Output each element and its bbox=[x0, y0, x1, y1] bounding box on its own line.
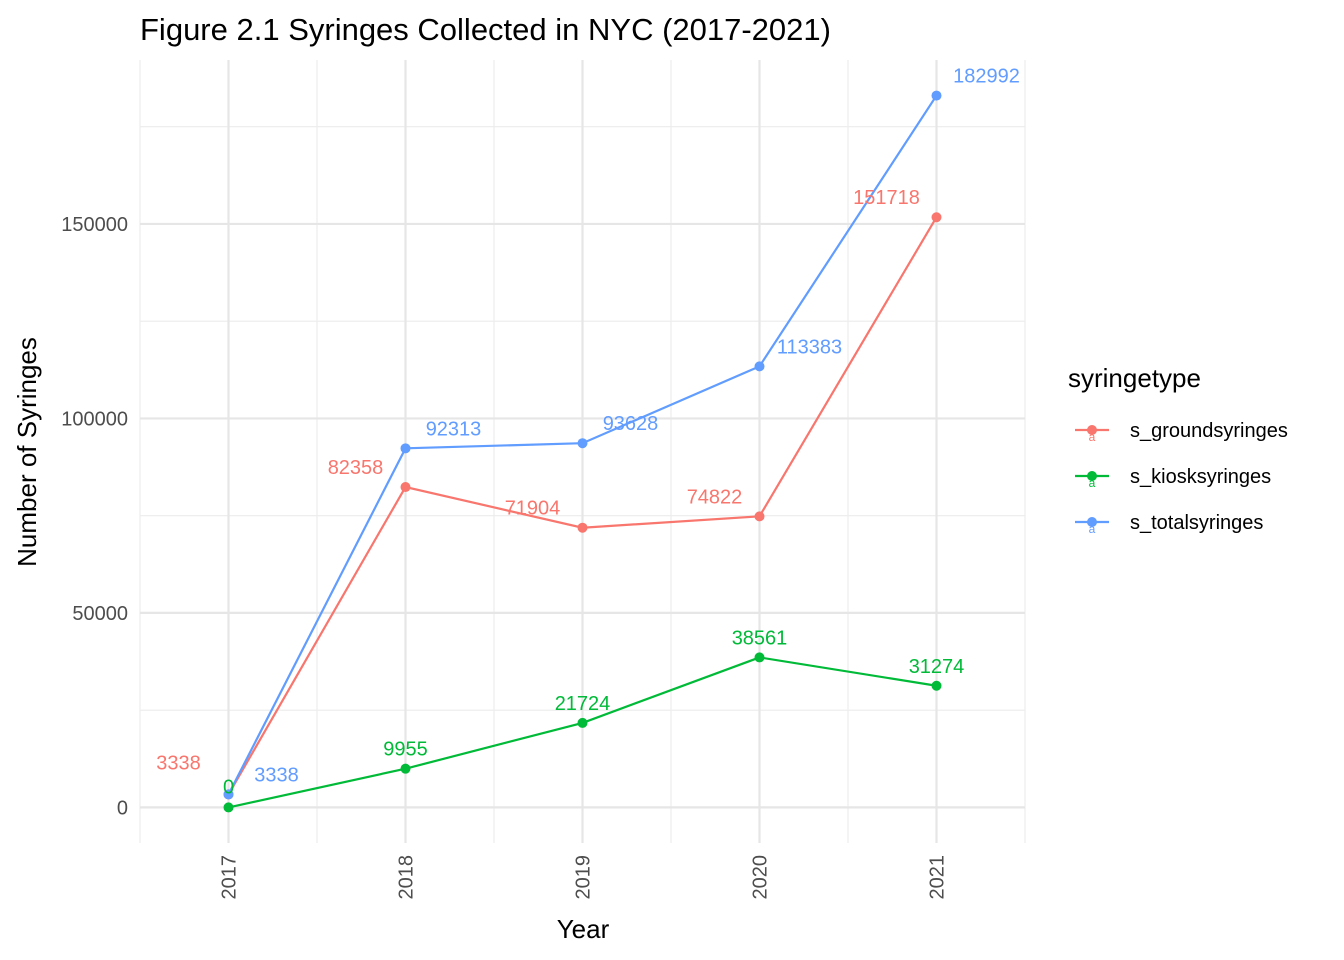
y-tick-label: 0 bbox=[117, 797, 128, 819]
data-label: 151718 bbox=[853, 187, 920, 209]
data-point bbox=[577, 522, 588, 533]
y-tick-label: 50000 bbox=[72, 603, 128, 625]
data-point bbox=[400, 482, 411, 493]
x-tick-label: 2017 bbox=[219, 855, 241, 900]
legend-key-point bbox=[1087, 517, 1097, 527]
data-point bbox=[577, 438, 588, 449]
y-axis-tick-labels: 0 50000 100000 150000 bbox=[61, 214, 128, 819]
data-label: 92313 bbox=[426, 418, 482, 440]
data-point bbox=[754, 511, 765, 522]
legend-key-point bbox=[1087, 425, 1097, 435]
legend-key-glyph: a bbox=[1089, 522, 1096, 536]
data-point bbox=[931, 680, 942, 691]
legend-item-s_kiosksyringes: a s_kiosksyringes bbox=[1075, 466, 1271, 490]
x-axis-tick-labels: 2017 2018 2019 2020 2021 bbox=[219, 855, 949, 900]
data-label: 0 bbox=[223, 776, 234, 798]
data-point bbox=[754, 361, 765, 372]
data-label: 21724 bbox=[555, 693, 611, 715]
data-label: 9955 bbox=[383, 739, 428, 761]
legend-key-glyph: a bbox=[1089, 476, 1096, 490]
legend-label: s_groundsyringes bbox=[1130, 420, 1288, 442]
x-tick-label: 2020 bbox=[750, 855, 772, 900]
legend-key-point bbox=[1087, 471, 1097, 481]
data-label: 3338 bbox=[254, 764, 299, 786]
data-label: 113383 bbox=[777, 336, 842, 358]
data-point bbox=[577, 717, 588, 728]
data-label: 182992 bbox=[953, 66, 1020, 88]
y-tick-label: 100000 bbox=[61, 408, 128, 430]
data-label: 3338 bbox=[156, 752, 201, 774]
data-label: 93628 bbox=[603, 413, 659, 435]
series-points bbox=[223, 90, 942, 813]
legend-item-s_groundsyringes: a s_groundsyringes bbox=[1075, 420, 1288, 444]
data-labels: 3338 82358 71904 74822 151718 0 9955 21724 38561… bbox=[156, 66, 1020, 799]
data-label: 38561 bbox=[732, 627, 788, 649]
data-point bbox=[223, 789, 234, 800]
data-label: 31274 bbox=[909, 656, 965, 678]
major-gridlines bbox=[140, 60, 1025, 843]
legend-title: syringetype bbox=[1068, 363, 1201, 393]
legend-label: s_kiosksyringes bbox=[1130, 466, 1271, 488]
data-point bbox=[223, 802, 234, 813]
data-label: 71904 bbox=[505, 498, 561, 520]
data-label: 74822 bbox=[687, 486, 743, 508]
data-point bbox=[754, 652, 765, 663]
data-point bbox=[400, 763, 411, 774]
legend-item-s_totalsyringes: a s_totalsyringes bbox=[1075, 512, 1263, 536]
legend-label: s_totalsyringes bbox=[1130, 512, 1263, 534]
chart-title: Figure 2.1 Syringes Collected in NYC (20… bbox=[140, 12, 831, 47]
x-tick-label: 2018 bbox=[396, 855, 418, 900]
x-tick-label: 2021 bbox=[927, 855, 949, 900]
y-axis-title: Number of Syringes bbox=[12, 337, 42, 567]
data-label: 82358 bbox=[328, 457, 384, 479]
data-point bbox=[931, 90, 942, 101]
x-axis-title: Year bbox=[557, 914, 610, 944]
data-point bbox=[400, 443, 411, 454]
x-tick-label: 2019 bbox=[573, 855, 595, 900]
data-point bbox=[931, 212, 942, 223]
legend-key-glyph: a bbox=[1089, 430, 1096, 444]
y-tick-label: 150000 bbox=[61, 214, 128, 236]
